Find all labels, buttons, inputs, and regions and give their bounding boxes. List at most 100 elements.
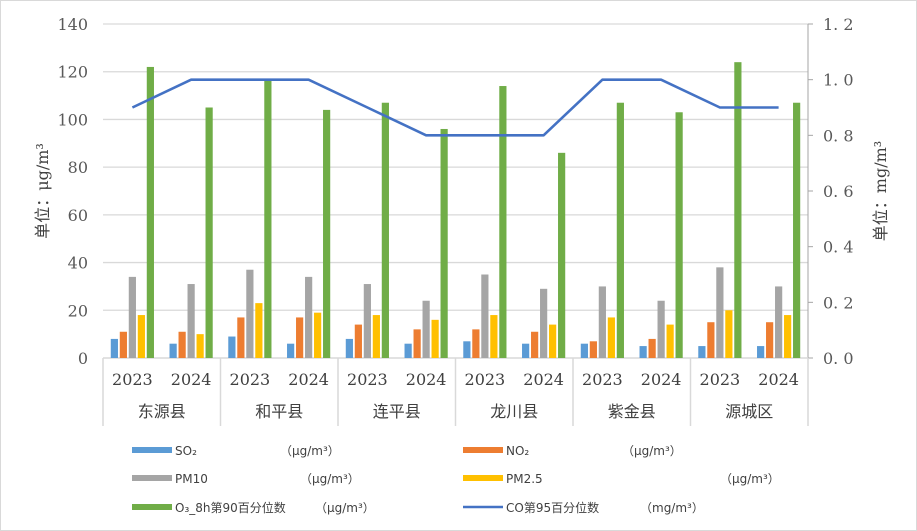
region-label: 源城区 xyxy=(725,402,773,421)
y2-tick-label: 1. 2 xyxy=(823,15,854,34)
y2-tick-label: 0. 6 xyxy=(823,182,854,201)
y-tick-label: 140 xyxy=(57,15,88,34)
bar xyxy=(531,331,539,358)
bar xyxy=(793,102,801,358)
bar xyxy=(354,324,362,358)
y2-tick-label: 0. 2 xyxy=(823,293,854,312)
bar xyxy=(187,284,195,358)
y-tick-label: 0 xyxy=(78,349,88,368)
bar xyxy=(255,303,263,358)
year-label: 2023 xyxy=(582,370,623,389)
region-label: 连平县 xyxy=(373,402,421,421)
bar xyxy=(169,343,177,358)
bar xyxy=(228,336,236,358)
y2-tick-label: 1. 0 xyxy=(823,71,854,90)
legend-item: SO₂ （μg/m³） xyxy=(132,444,340,458)
bar xyxy=(580,343,588,358)
bar xyxy=(323,109,331,358)
bar xyxy=(287,343,295,358)
bar xyxy=(725,310,733,358)
legend-unit: （μg/m³） xyxy=(720,472,780,486)
bar xyxy=(707,322,715,358)
co-line xyxy=(131,78,779,137)
gridlines xyxy=(103,23,808,311)
bar xyxy=(372,315,380,358)
bar xyxy=(404,343,412,358)
year-label: 2023 xyxy=(465,370,506,389)
bar xyxy=(675,112,683,359)
bar xyxy=(499,86,507,359)
bar xyxy=(648,338,656,358)
legend-unit: （mg/m³） xyxy=(640,501,704,515)
year-label: 2024 xyxy=(171,370,212,389)
bar xyxy=(128,276,136,358)
bar xyxy=(666,324,674,358)
year-label: 2023 xyxy=(347,370,388,389)
legend-unit: （μg/m³） xyxy=(280,444,340,458)
bar xyxy=(119,331,127,358)
legend-label: NO₂ xyxy=(506,444,529,458)
y-tick-label: 80 xyxy=(68,158,88,177)
bar xyxy=(381,102,389,358)
bar xyxy=(472,329,480,358)
legend-item: CO第95百分位数 （mg/m³） xyxy=(463,500,704,515)
legend-label: O₃_8h第90百分位数 xyxy=(175,500,286,515)
year-label: 2023 xyxy=(700,370,741,389)
bar xyxy=(607,317,615,358)
bar xyxy=(205,107,213,358)
bar xyxy=(413,329,421,358)
legend-label: SO₂ xyxy=(175,444,197,458)
legend-label: CO第95百分位数 xyxy=(506,500,599,515)
right-axis-title: 单位：mg/m³ xyxy=(871,141,890,241)
y-tick-label: 20 xyxy=(68,301,88,320)
bar xyxy=(757,346,765,358)
year-label: 2024 xyxy=(758,370,799,389)
year-label: 2024 xyxy=(406,370,447,389)
bar xyxy=(431,319,439,358)
region-label: 东源县 xyxy=(138,402,186,421)
bar xyxy=(345,338,353,358)
legend-swatch xyxy=(463,447,503,453)
legend-label: PM2.5 xyxy=(506,472,543,486)
bar xyxy=(734,62,742,359)
bar xyxy=(264,78,272,358)
bar xyxy=(775,286,783,358)
region-label: 紫金县 xyxy=(608,402,656,421)
legend-unit: （μg/m³） xyxy=(622,444,682,458)
y-tick-label: 60 xyxy=(68,206,88,225)
bar xyxy=(422,300,430,358)
legend-swatch xyxy=(132,447,172,453)
bar xyxy=(314,312,322,358)
bar xyxy=(766,322,774,358)
bar xyxy=(440,128,448,358)
bar xyxy=(246,269,254,358)
bar xyxy=(178,331,186,358)
legend-item: NO₂ （μg/m³） xyxy=(463,444,682,458)
bar xyxy=(490,315,498,358)
legend-item: PM10 （μg/m³） xyxy=(132,472,360,486)
bar xyxy=(237,317,245,358)
bar xyxy=(716,267,724,358)
y2-tick-label: 0. 4 xyxy=(823,238,854,257)
region-label: 和平县 xyxy=(255,402,303,421)
legend-swatch xyxy=(463,475,503,481)
year-label: 2024 xyxy=(288,370,329,389)
y-tick-label: 40 xyxy=(68,254,88,273)
y2-tick-label: 0. 0 xyxy=(823,349,854,368)
y-tick-label: 120 xyxy=(57,63,88,82)
bar xyxy=(296,317,304,358)
year-label: 2024 xyxy=(523,370,564,389)
bar xyxy=(363,284,371,358)
bar xyxy=(481,274,489,358)
bar xyxy=(522,343,530,358)
bar xyxy=(639,346,647,358)
bar xyxy=(657,300,665,358)
bar xyxy=(558,152,566,358)
legend-item: PM2.5 （μg/m³） xyxy=(463,472,780,486)
legend-label: PM10 xyxy=(175,472,208,486)
bar xyxy=(463,341,471,358)
legend-item: O₃_8h第90百分位数 （μg/m³） xyxy=(132,500,375,515)
year-label: 2024 xyxy=(641,370,682,389)
legend-unit: （μg/m³） xyxy=(315,501,375,515)
